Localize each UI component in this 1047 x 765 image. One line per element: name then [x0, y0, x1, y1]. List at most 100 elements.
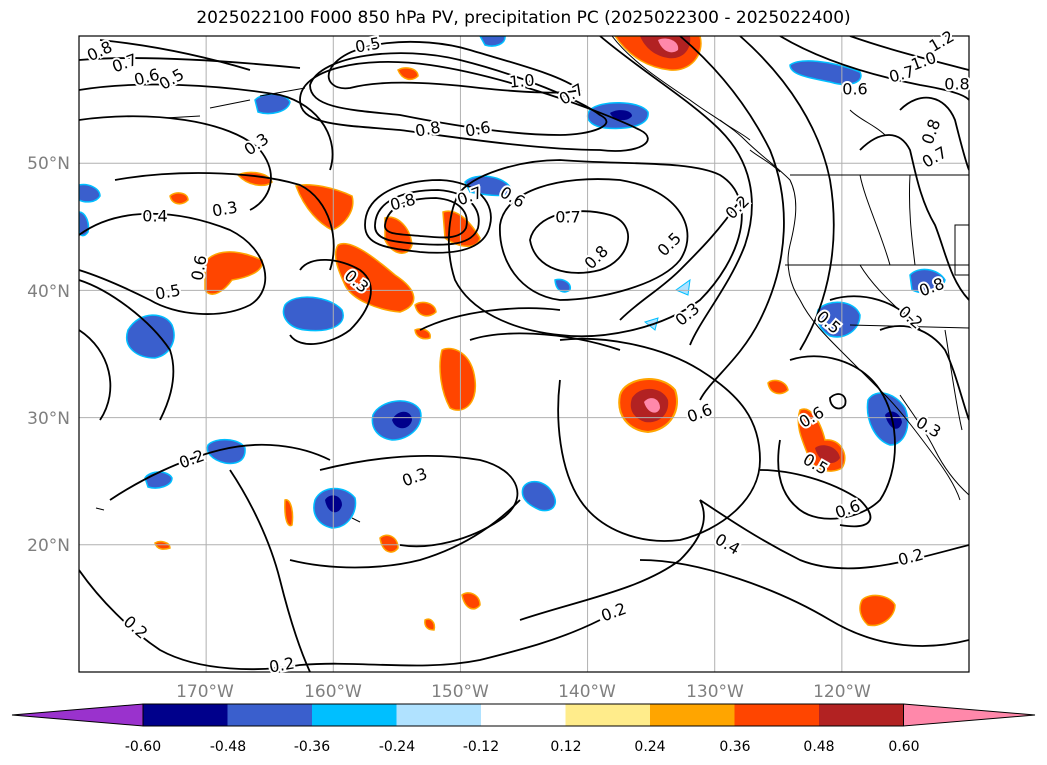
- lat-tick-label: 50°N: [27, 154, 70, 174]
- colorbar: [11, 703, 1036, 727]
- pv-contour: [759, 469, 872, 528]
- pv-contour: [829, 295, 921, 331]
- coastline: [611, 36, 961, 501]
- precip-blob-negative: [521, 480, 556, 512]
- colorbar-tick-labels: -0.60 -0.48 -0.36 -0.24 -0.12 0.12 0.24 …: [125, 739, 920, 755]
- pv-contour-label: 0.7: [555, 208, 580, 227]
- precip-blob-negative: [125, 314, 175, 359]
- pv-contour-label: 1.0: [508, 70, 535, 91]
- colorbar-segment: [734, 704, 820, 726]
- colorbar-segment: [396, 704, 482, 726]
- pv-contour: [469, 332, 621, 351]
- pv-contour: [99, 39, 251, 71]
- colorbar-tick-label: -0.48: [210, 739, 246, 755]
- pv-contours: [79, 36, 969, 672]
- precip-blob-positive: [334, 242, 415, 313]
- colorbar-extend-high: [903, 703, 1036, 727]
- pv-contour-label: 0.6: [842, 80, 867, 99]
- island: [351, 517, 361, 523]
- pv-contour: [79, 279, 175, 421]
- lon-tick-label: 140°W: [558, 682, 616, 702]
- island: [259, 87, 306, 97]
- coastline: [944, 329, 963, 431]
- pv-contour: [79, 83, 334, 171]
- colorbar-tick-label: -0.24: [379, 739, 415, 755]
- colorbar-tick-label: 0.24: [634, 739, 665, 755]
- pv-contour: [739, 36, 835, 351]
- border: [859, 264, 921, 331]
- pv-contour: [639, 559, 969, 647]
- lon-tick-label: 150°W: [431, 682, 489, 702]
- latitude-ticks: 50°N 40°N 30°N 20°N: [27, 154, 70, 556]
- pv-contour: [289, 258, 372, 345]
- pv-contour: [777, 355, 896, 520]
- precip-blob-positive-peak: [644, 398, 660, 413]
- colorbar-segment: [819, 704, 904, 726]
- precip-blob-positive: [414, 301, 437, 317]
- pv-contour: [519, 499, 705, 621]
- precip-blob-positive: [397, 67, 419, 81]
- map-frame: [78, 35, 970, 673]
- pv-contour: [849, 36, 969, 71]
- pv-contour-label: 0.4: [142, 207, 167, 226]
- pv-contour: [529, 210, 629, 274]
- lon-tick-label: 170°W: [176, 682, 234, 702]
- border: [859, 174, 891, 266]
- coastline: [849, 109, 886, 136]
- coastline: [899, 394, 969, 496]
- lat-tick-label: 30°N: [27, 409, 70, 429]
- longitude-ticks: 170°W 160°W 150°W 140°W 130°W 120°W: [176, 682, 871, 702]
- island: [209, 99, 251, 109]
- colorbar-segment: [650, 704, 735, 726]
- precip-blob-negative: [79, 183, 101, 203]
- pv-contour: [899, 96, 969, 171]
- border: [908, 174, 916, 266]
- pv-contour: [557, 337, 761, 542]
- lon-tick-label: 160°W: [304, 682, 362, 702]
- precip-blob-positive: [767, 379, 789, 395]
- pv-contour: [309, 52, 608, 136]
- precip-blob-positive: [439, 347, 477, 411]
- lon-tick-label: 120°W: [813, 682, 871, 702]
- precip-blob-negative: [816, 301, 861, 338]
- precip-blob-positive: [379, 534, 399, 553]
- precip-blob-negative: [789, 60, 862, 86]
- pv-contour: [229, 469, 311, 672]
- pv-contour: [319, 454, 519, 548]
- pv-contour: [699, 499, 969, 570]
- precip-blob-positive: [204, 251, 263, 295]
- pv-contour: [779, 36, 969, 101]
- lat-tick-label: 20°N: [27, 536, 70, 556]
- pv-contour: [859, 134, 969, 301]
- precip-blob-positive: [461, 592, 481, 610]
- precip-blob-negative-core: [885, 411, 902, 429]
- precip-blob-positive-core: [815, 445, 840, 464]
- pv-contour: [599, 36, 753, 346]
- pv-contour: [289, 499, 521, 569]
- pv-contour-label: 0.8: [944, 75, 969, 94]
- precip-blob-negative: [206, 439, 246, 465]
- pv-contour: [109, 443, 331, 501]
- colorbar-tick-label: 0.12: [550, 739, 581, 755]
- pv-contour: [79, 569, 601, 671]
- pv-contour: [447, 159, 743, 338]
- coastlines: [95, 36, 969, 523]
- map-title: 2025022100 F000 850 hPa PV, precipitatio…: [196, 8, 851, 28]
- precip-blob-negative: [909, 268, 946, 294]
- lon-tick-label: 130°W: [686, 682, 744, 702]
- colorbar-tick-label: -0.60: [125, 739, 161, 755]
- colorbar-tick-label: 0.48: [803, 739, 834, 755]
- colorbar-segment: [227, 704, 313, 726]
- precip-blob-positive: [169, 192, 189, 205]
- colorbar-segment: [481, 704, 566, 726]
- precip-blob-negative: [282, 296, 344, 332]
- lat-tick-label: 40°N: [27, 282, 70, 302]
- pv-contour: [114, 172, 335, 271]
- precip-blob-negative: [674, 278, 691, 296]
- precip-blob-positive: [154, 540, 171, 550]
- precip-blob-positive: [859, 594, 896, 627]
- pv-contour: [619, 199, 741, 321]
- precip-blob-positive: [424, 618, 436, 631]
- colorbar-segment: [143, 704, 228, 726]
- border: [849, 324, 969, 329]
